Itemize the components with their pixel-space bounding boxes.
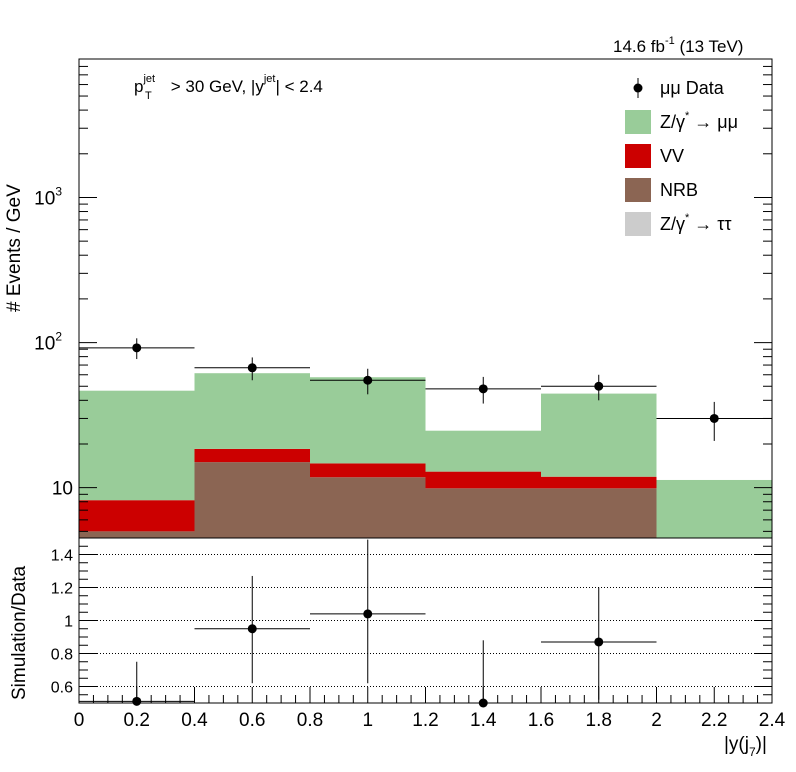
ratio-plot-frame bbox=[78, 537, 773, 704]
ratio-frame-border bbox=[78, 537, 773, 704]
data-point-4 bbox=[594, 381, 604, 391]
ratio-y-axis-label: Simulation/Data bbox=[9, 565, 30, 700]
data-point-5 bbox=[709, 413, 719, 423]
legend-label-4: Z/γ* → ττ bbox=[660, 212, 732, 234]
ratio-y-tick-label-4: 1.4 bbox=[51, 548, 73, 565]
ratio-y-axis: 0.6 0.8 1 1.2 1.4 bbox=[51, 537, 772, 704]
bar-z--5 bbox=[656, 479, 772, 538]
legend-label-0: μμ Data bbox=[660, 78, 725, 98]
legend-swatch-3 bbox=[625, 178, 651, 202]
y-tick-label-2: 103 bbox=[34, 184, 62, 209]
cut-label: pjet T > 30 GeV, |yjet| < 2.4 bbox=[134, 73, 323, 102]
y-tick-label-0: 10 bbox=[52, 479, 73, 500]
bar-z--3 bbox=[425, 430, 541, 472]
x-axis-label: |y(j7)| bbox=[724, 734, 767, 759]
data-point-3 bbox=[478, 384, 488, 394]
bar-vv-0 bbox=[79, 500, 195, 532]
bar-vv-1 bbox=[194, 448, 310, 463]
bar-z--0 bbox=[79, 390, 195, 501]
ratio-points bbox=[79, 539, 657, 708]
y-tick-label-1: 102 bbox=[34, 330, 62, 355]
x-tick-label-1: 0.2 bbox=[124, 710, 150, 731]
x-tick-label-2: 0.4 bbox=[181, 710, 208, 731]
bar-vv-2 bbox=[310, 463, 426, 478]
ratio-point-4 bbox=[594, 637, 604, 647]
bar-nrb-1 bbox=[194, 462, 310, 538]
ratio-y-tick-label-2: 1 bbox=[64, 614, 73, 631]
bar-z--4 bbox=[541, 393, 657, 477]
bar-nrb-0 bbox=[79, 531, 195, 538]
bar-nrb-4 bbox=[541, 488, 657, 538]
x-tick-label-11: 2.2 bbox=[701, 710, 727, 731]
ratio-point-1 bbox=[247, 624, 257, 634]
bar-z--1 bbox=[194, 373, 310, 449]
ratio-y-tick-label-1: 0.8 bbox=[51, 647, 73, 664]
bar-nrb-2 bbox=[310, 477, 426, 538]
x-axis: 0 0.2 0.4 0.6 0.8 1 1.2 1.4 1.6 1.8 2 2.2 2.4 bbox=[74, 687, 786, 731]
x-tick-label-9: 1.8 bbox=[586, 710, 612, 731]
ratio-point-2 bbox=[363, 609, 373, 619]
ratio-grid bbox=[79, 554, 772, 687]
x-tick-label-8: 1.6 bbox=[528, 710, 554, 731]
main-y-axis: 10 102 103 bbox=[34, 58, 772, 532]
legend-swatch-1 bbox=[625, 110, 651, 134]
stacked-bars bbox=[79, 373, 772, 538]
bar-vv-3 bbox=[425, 471, 541, 489]
legend: μμ Data Z/γ* → μμ VV NRB Z/γ* → ττ bbox=[625, 78, 738, 236]
legend-swatch-2 bbox=[625, 144, 651, 168]
legend-label-1: Z/γ* → μμ bbox=[660, 110, 738, 132]
y-axis-label: # Events / GeV bbox=[4, 184, 25, 312]
data-point-0 bbox=[132, 343, 142, 353]
x-tick-label-4: 0.8 bbox=[297, 710, 323, 731]
x-tick-label-7: 1.4 bbox=[470, 710, 497, 731]
x-tick-label-12: 2.4 bbox=[759, 710, 786, 731]
x-tick-label-3: 0.6 bbox=[239, 710, 265, 731]
luminosity-label: 14.6 fb-1 (13 TeV) bbox=[613, 35, 743, 56]
data-point-1 bbox=[247, 363, 257, 373]
bar-vv-4 bbox=[541, 476, 657, 489]
legend-swatch-4 bbox=[625, 212, 651, 236]
x-tick-label-6: 1.2 bbox=[412, 710, 438, 731]
legend-marker-0 bbox=[633, 83, 643, 93]
ratio-y-tick-label-0: 0.6 bbox=[51, 680, 73, 697]
legend-label-2: VV bbox=[660, 146, 684, 166]
bar-nrb-3 bbox=[425, 488, 541, 538]
x-tick-label-10: 2 bbox=[651, 710, 662, 731]
x-tick-label-0: 0 bbox=[74, 710, 85, 731]
data-points bbox=[79, 338, 772, 441]
legend-label-3: NRB bbox=[660, 180, 698, 200]
ratio-y-tick-label-3: 1.2 bbox=[51, 581, 73, 598]
x-tick-label-5: 1 bbox=[362, 710, 373, 731]
data-point-2 bbox=[363, 375, 373, 385]
